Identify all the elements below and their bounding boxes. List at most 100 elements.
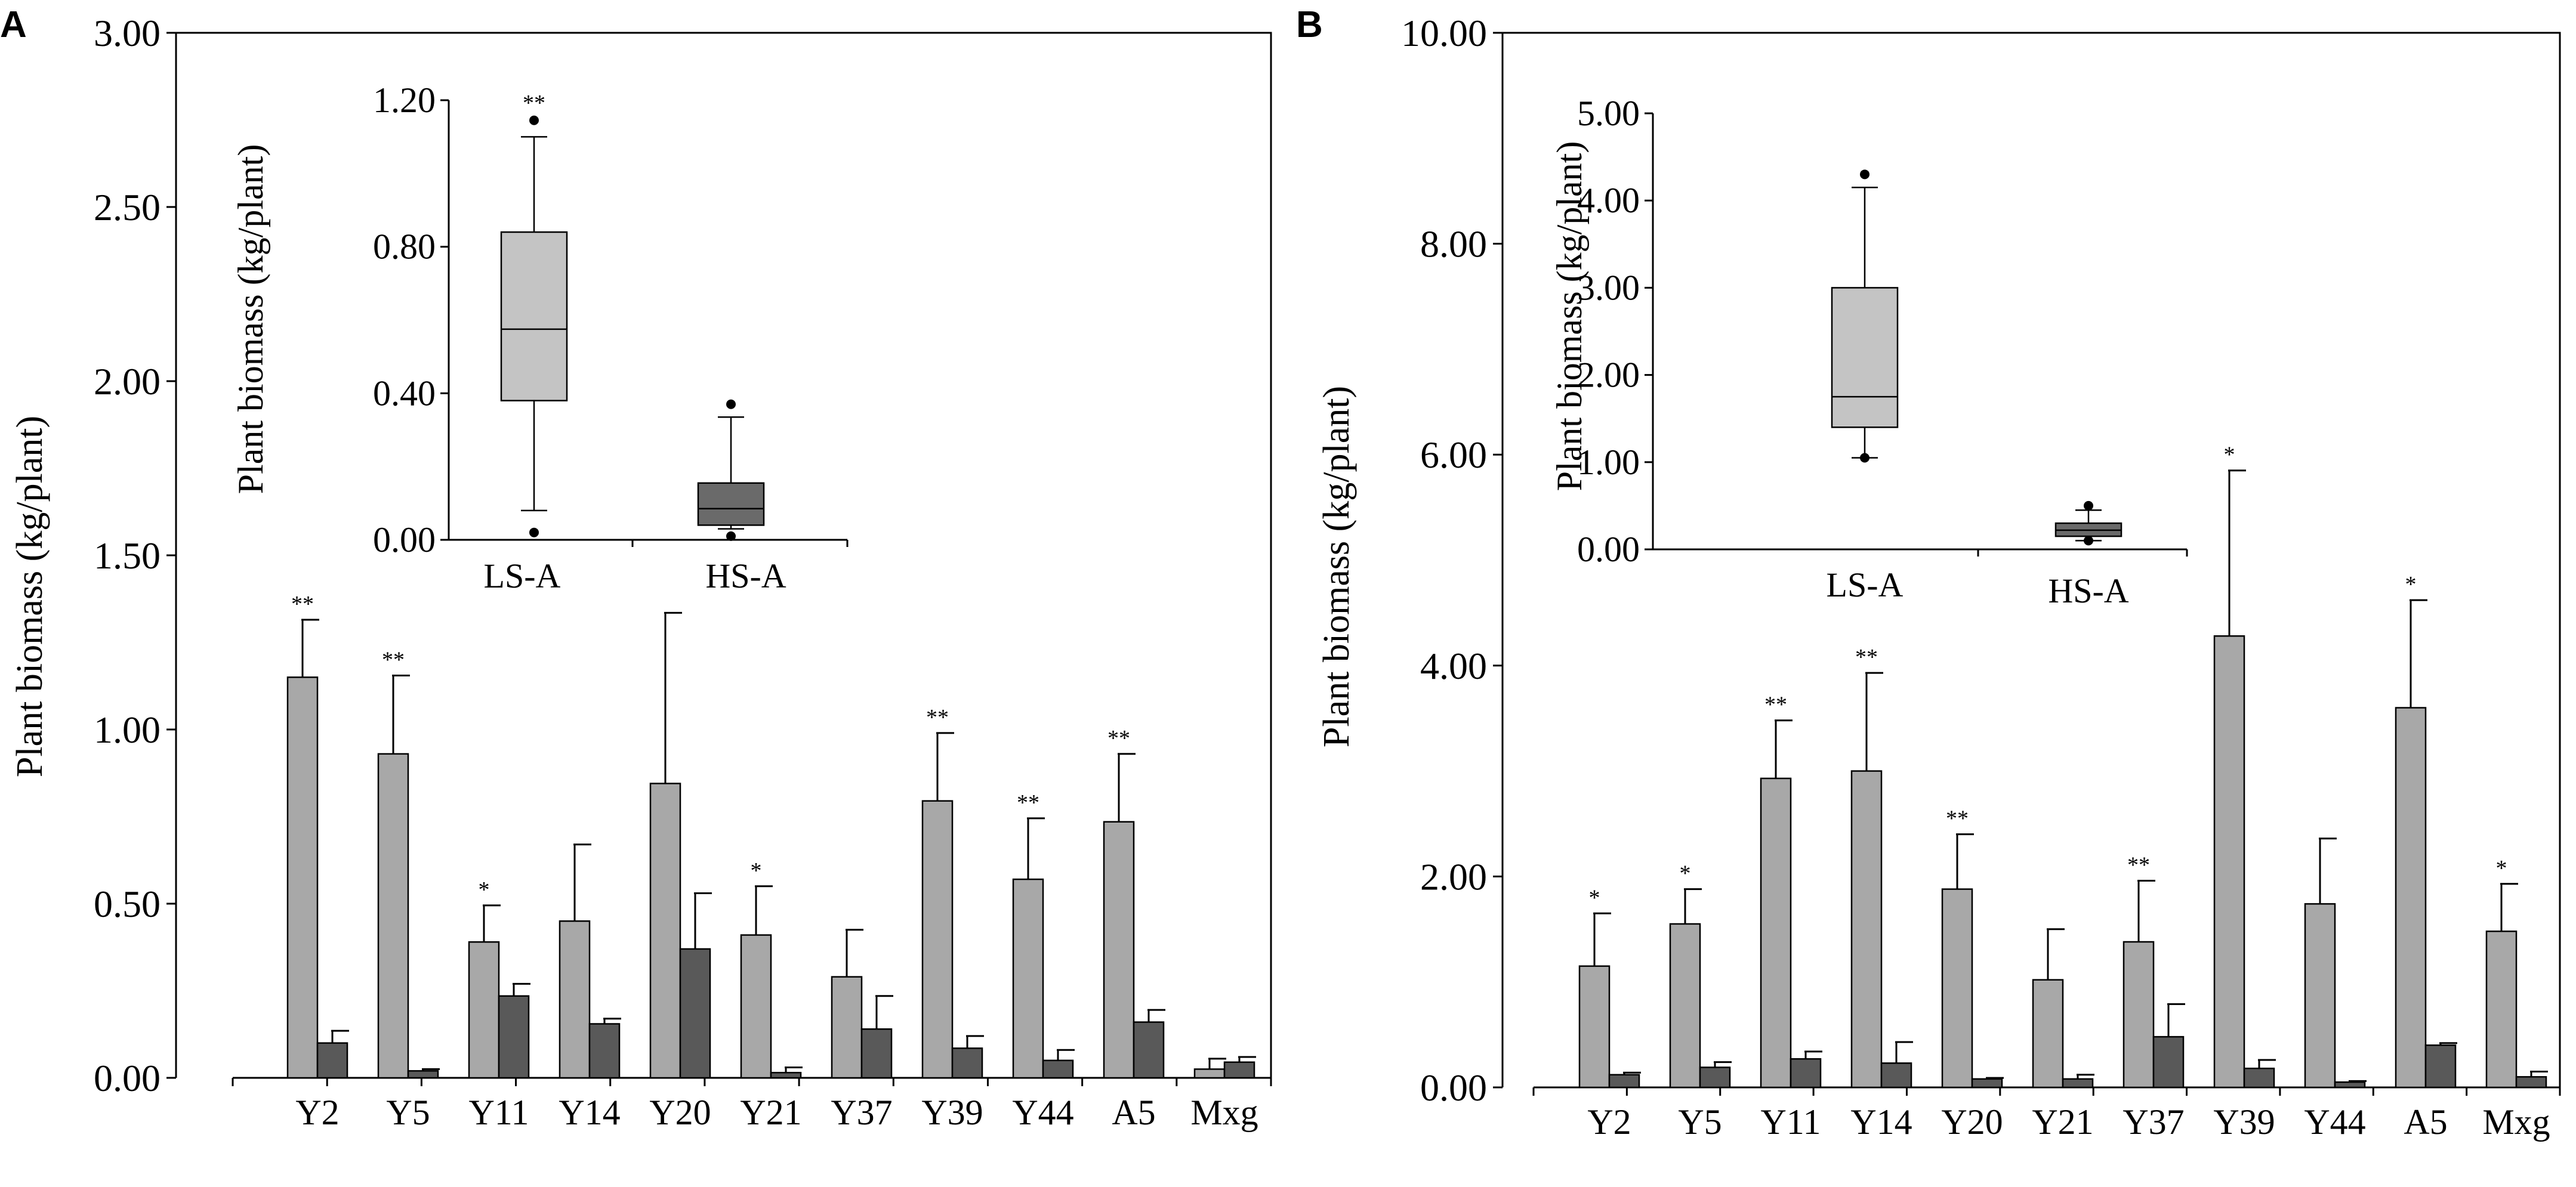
panel-letter: A: [0, 4, 27, 45]
main-chart: 0.002.004.006.008.0010.00*Y2*Y5**Y11**Y1…: [1401, 12, 2561, 1142]
bar: [2485, 931, 2518, 1089]
y-tick-label: 2.50: [94, 186, 161, 228]
inset-tick-label: HS-A: [2048, 571, 2128, 610]
x-tick-label: Y14: [1850, 1102, 1912, 1142]
y-tick-label: 3.00: [94, 12, 161, 54]
y-axis-label: Plant biomass (kg/plant): [1316, 386, 1357, 747]
y-tick-label: 0.00: [1420, 1067, 1487, 1109]
bar: [2334, 1081, 2366, 1089]
significance-mark: **: [382, 647, 405, 672]
bar: [2515, 1076, 2547, 1089]
bar: [1971, 1078, 2003, 1089]
bar: [649, 783, 681, 1079]
inset-y-tick-label: 1.20: [373, 81, 436, 120]
bar: [2395, 707, 2427, 1089]
bar: [770, 1071, 802, 1079]
x-tick-label: Mxg: [1190, 1093, 1258, 1132]
significance-mark: *: [751, 858, 762, 883]
bar: [921, 800, 954, 1079]
y-tick-label: 1.50: [94, 534, 161, 577]
bar: [498, 995, 530, 1079]
x-tick-label: Y2: [1587, 1102, 1631, 1142]
y-tick-label: 2.00: [94, 360, 161, 403]
bar: [831, 976, 863, 1079]
x-tick-label: Y11: [468, 1093, 529, 1132]
y-tick-label: 0.50: [94, 883, 161, 925]
bar: [588, 1023, 621, 1079]
significance-mark: **: [1107, 726, 1130, 751]
box: [500, 231, 568, 401]
plot-frame: [1503, 32, 2561, 1087]
significance-mark: **: [1946, 806, 1969, 831]
x-tick-label: Y11: [1760, 1102, 1821, 1142]
x-tick-label: Y20: [1941, 1102, 2003, 1142]
y-tick-label: 1.00: [94, 709, 161, 751]
x-tick-label: Mxg: [2482, 1102, 2550, 1142]
box: [697, 482, 765, 526]
inset-y-tick-label: 0.40: [373, 373, 436, 413]
significance-mark: *: [2405, 572, 2417, 597]
significance-mark: **: [1764, 693, 1787, 718]
inset-significance: **: [523, 91, 545, 116]
bar: [679, 948, 711, 1079]
box-outlier: [726, 399, 736, 409]
inset-y-tick-label: 0.80: [373, 227, 436, 267]
x-tick-label: Y20: [649, 1093, 711, 1132]
x-tick-label: Y2: [295, 1093, 339, 1132]
bar: [1790, 1058, 1822, 1089]
bar: [2032, 979, 2064, 1089]
bar: [1193, 1068, 1226, 1079]
significance-mark: **: [1017, 790, 1039, 815]
x-tick-label: Y21: [2032, 1102, 2093, 1142]
inset-y-axis-label: Plant biomass (kg/plant): [1550, 141, 1589, 492]
box-outlier: [529, 115, 539, 125]
bar: [1850, 770, 1883, 1089]
inset-y-tick-label: 0.00: [1577, 530, 1640, 569]
x-tick-label: Y37: [831, 1093, 892, 1132]
bar: [1042, 1059, 1074, 1079]
box-outlier: [2084, 536, 2093, 546]
panel-letter: B: [1296, 4, 1323, 45]
bar: [1012, 878, 1044, 1079]
bar: [1880, 1062, 1912, 1089]
x-tick-label: Y44: [1012, 1093, 1073, 1132]
bar: [2122, 941, 2155, 1089]
bar: [2304, 903, 2336, 1089]
x-tick-label: A5: [1112, 1093, 1155, 1132]
bar: [407, 1070, 439, 1079]
box-outlier: [1860, 453, 1869, 463]
x-tick-label: Y21: [740, 1093, 801, 1132]
box-outlier: [2084, 500, 2093, 511]
inset-y-tick-label: 1.00: [1577, 443, 1640, 482]
bar: [2424, 1044, 2457, 1089]
x-tick-label: Y5: [386, 1093, 430, 1132]
inset-y-tick-label: 5.00: [1577, 94, 1640, 133]
y-tick-label: 4.00: [1420, 645, 1487, 687]
inset-tick-label: LS-A: [1827, 565, 1904, 604]
bar: [286, 676, 319, 1079]
bar: [377, 753, 409, 1079]
bar: [316, 1042, 348, 1079]
bar: [1941, 888, 1973, 1089]
bar: [860, 1028, 893, 1079]
x-tick-label: Y14: [559, 1093, 620, 1132]
panel-a: A Plant biomass (kg/plant) 0.00 0.50 1.00 1…: [0, 4, 1272, 1132]
bar: [1223, 1061, 1255, 1079]
bar: [1699, 1067, 1731, 1089]
significance-mark: **: [1855, 645, 1878, 670]
bar: [468, 941, 500, 1079]
box: [1831, 287, 1899, 428]
x-tick-label: Y39: [2213, 1102, 2275, 1142]
significance-mark: *: [2224, 443, 2235, 468]
significance-mark: *: [1680, 861, 1691, 886]
inset-plot: 0.00 1.00 2.00 3.00 4.00 5.00: [1577, 94, 2188, 569]
box-outlier: [529, 527, 539, 537]
y-tick-label: 8.00: [1420, 223, 1487, 265]
y-tick-label: 10.00: [1401, 12, 1487, 54]
main-chart: 0.00 0.50 1.00 1.50 2.00 2.50 3.00 ** Y2 ** Y5 * Y11…: [94, 12, 1272, 1132]
significance-mark: *: [1589, 885, 1600, 910]
box-outlier: [1860, 169, 1869, 180]
plot-frame: [176, 32, 1272, 1078]
inset-plot: 0.00 0.40 0.80 1.20: [373, 81, 849, 560]
